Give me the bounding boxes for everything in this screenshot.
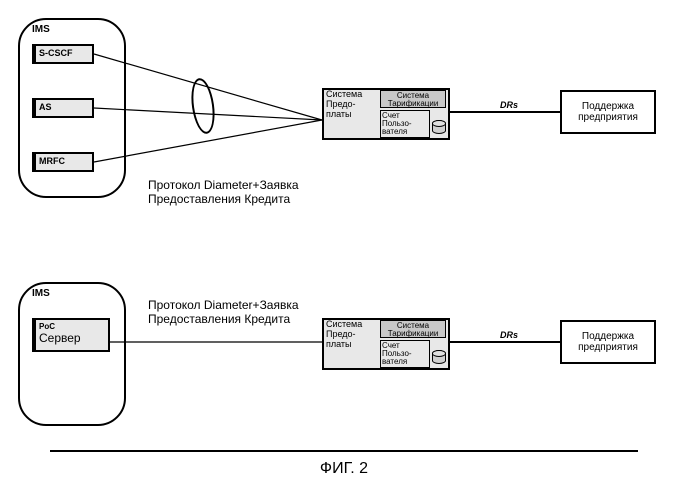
protocol-label-bottom: Протокол Diameter+ЗаявкаПредоставления К… [148,298,299,327]
node-s-cscf-label: S-CSCF [39,48,73,58]
enterprise-label-top: Поддержкапредприятия [578,101,638,123]
node-mrfc: MRFC [32,152,94,172]
ims-container-bottom [18,282,126,426]
protocol-label-top: Протокол Diameter+ЗаявкаПредоставления К… [148,178,299,207]
billing-db-icon-top [432,120,446,134]
enterprise-box-top: Поддержкапредприятия [560,90,656,134]
enterprise-label-bottom: Поддержкапредприятия [578,331,638,353]
drs-label-top: DRs [500,100,518,110]
enterprise-box-bottom: Поддержкапредприятия [560,320,656,364]
billing-prepaid-bottom: СистемаПредо-платы [326,320,362,350]
node-mrfc-label: MRFC [39,156,65,166]
node-s-cscf: S-CSCF [32,44,94,64]
billing-tarif-top: СистемаТарификации [380,90,446,108]
node-poc: PoC Сервер [32,318,110,352]
figure-label: ФИГ. 2 [0,460,688,478]
node-poc-label1: PoC [39,322,105,331]
billing-account-top: СчетПользо-вателя [380,110,430,138]
ellipse-mark-top [188,77,218,136]
node-poc-label2: Сервер [39,331,105,345]
billing-account-bottom: СчетПользо-вателя [380,340,430,368]
ims-label-bottom: IMS [32,288,50,299]
node-as: AS [32,98,94,118]
ims-label-top: IMS [32,24,50,35]
billing-db-icon-bottom [432,350,446,364]
drs-label-bottom: DRs [500,330,518,340]
billing-tarif-bottom: СистемаТарификации [380,320,446,338]
billing-prepaid-top: СистемаПредо-платы [326,90,362,120]
node-as-label: AS [39,102,52,112]
diagram-separator [50,450,638,452]
